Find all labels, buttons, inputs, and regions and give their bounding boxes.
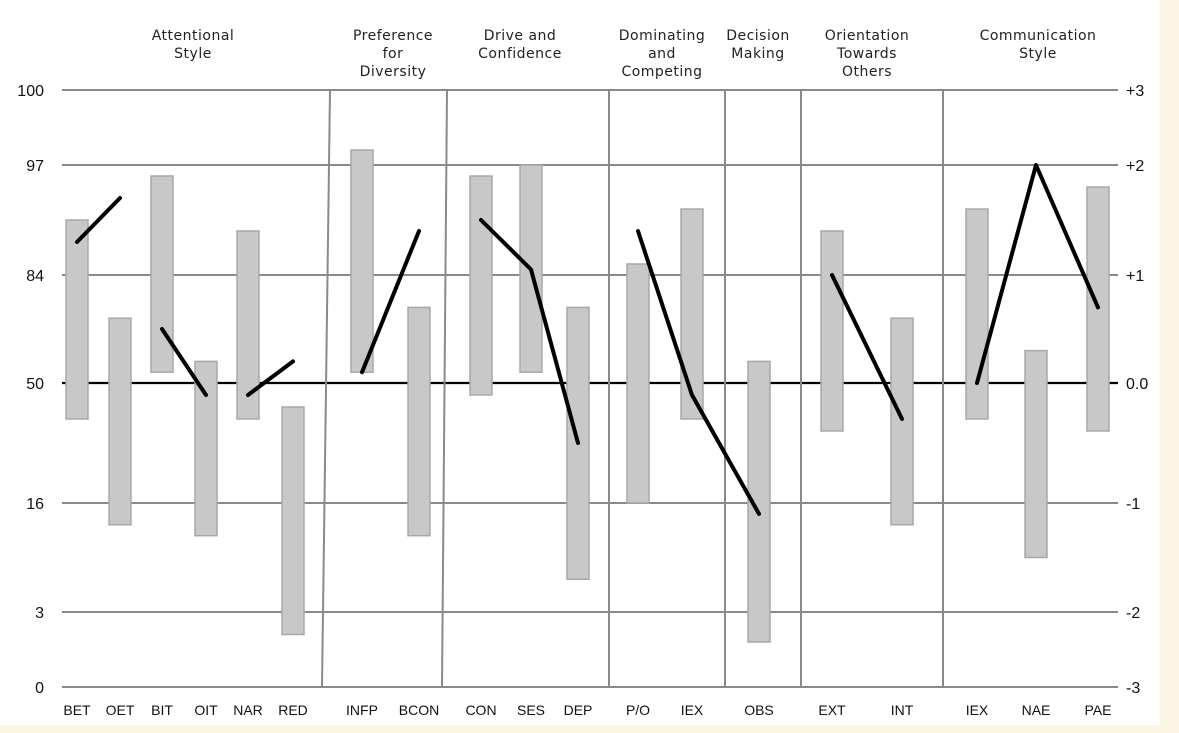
category-label: PAE xyxy=(1085,702,1112,718)
range-bar-iex xyxy=(965,208,989,420)
right-tick-label: -2 xyxy=(1126,605,1140,622)
left-tick-label: 100 xyxy=(17,83,44,100)
profile-line xyxy=(360,229,421,375)
range-bar-oit xyxy=(194,360,218,537)
right-tick-label: +2 xyxy=(1126,158,1144,175)
group-label: Style xyxy=(174,46,212,62)
category-label: NAR xyxy=(233,702,263,718)
group-label: Communication xyxy=(980,28,1097,44)
group-label: Others xyxy=(842,64,892,80)
group-label: Diversity xyxy=(360,64,427,80)
profile-line xyxy=(636,229,761,516)
range-bar-p-o xyxy=(626,263,650,504)
category-label: CON xyxy=(465,702,496,718)
category-label: BET xyxy=(63,702,91,718)
group-label: for xyxy=(383,46,404,62)
group-label: Confidence xyxy=(478,46,562,62)
profile-line xyxy=(160,327,208,397)
left-tick-label: 97 xyxy=(26,158,44,175)
range-bar-iex xyxy=(680,208,704,420)
range-bar-infp xyxy=(350,149,374,373)
category-label: OBS xyxy=(744,702,774,718)
profile-line xyxy=(830,273,904,421)
left-tick-label: 3 xyxy=(35,605,44,622)
right-tick-label: -3 xyxy=(1126,680,1140,697)
profile-line xyxy=(75,196,122,244)
category-label: DEP xyxy=(564,702,593,718)
category-label: BIT xyxy=(151,702,173,718)
category-label: OET xyxy=(106,702,135,718)
category-label: EXT xyxy=(818,702,846,718)
range-bar-oet xyxy=(108,317,132,526)
range-bar-bet xyxy=(65,219,89,420)
profile-line xyxy=(479,218,580,445)
left-tick-label: 16 xyxy=(26,496,44,513)
category-label: INFP xyxy=(346,702,378,718)
category-label: NAE xyxy=(1022,702,1051,718)
right-tick-label: 0.0 xyxy=(1126,376,1148,393)
category-label: P/O xyxy=(626,702,650,718)
range-bar-con xyxy=(469,175,493,396)
category-label: INT xyxy=(891,702,914,718)
group-label: Towards xyxy=(836,46,897,62)
range-bar-nar xyxy=(236,230,260,420)
left-tick-label: 84 xyxy=(26,268,44,285)
category-label: SES xyxy=(517,702,545,718)
group-label: Attentional xyxy=(152,28,235,44)
range-bar-int xyxy=(890,317,914,526)
range-bar-nae xyxy=(1024,349,1048,559)
group-label: Style xyxy=(1019,46,1057,62)
category-label: BCON xyxy=(399,702,439,718)
right-tick-label: -1 xyxy=(1126,496,1140,513)
group-divider xyxy=(441,89,448,688)
group-label: and xyxy=(648,46,676,62)
right-tick-label: +1 xyxy=(1126,268,1144,285)
left-tick-label: 0 xyxy=(35,680,44,697)
group-divider xyxy=(321,89,331,688)
category-label: RED xyxy=(278,702,308,718)
group-label: Decision xyxy=(726,28,790,44)
range-bar-ext xyxy=(820,230,844,432)
range-bar-bcon xyxy=(407,306,431,537)
profile-line xyxy=(975,163,1100,385)
left-tick-label: 50 xyxy=(26,376,44,393)
group-label: Drive and xyxy=(484,28,557,44)
group-label: Competing xyxy=(621,64,702,80)
profile-line xyxy=(246,359,295,397)
group-label: Dominating xyxy=(619,28,705,44)
range-bar-obs xyxy=(747,360,771,643)
group-label: Preference xyxy=(353,28,433,44)
category-label: OIT xyxy=(194,702,218,718)
right-tick-label: +3 xyxy=(1126,83,1144,100)
group-label: Making xyxy=(731,46,784,62)
range-bar-bit xyxy=(150,175,174,373)
category-label: IEX xyxy=(681,702,704,718)
category-label: IEX xyxy=(966,702,989,718)
group-label: Orientation xyxy=(825,28,910,44)
range-bar-red xyxy=(281,406,305,636)
